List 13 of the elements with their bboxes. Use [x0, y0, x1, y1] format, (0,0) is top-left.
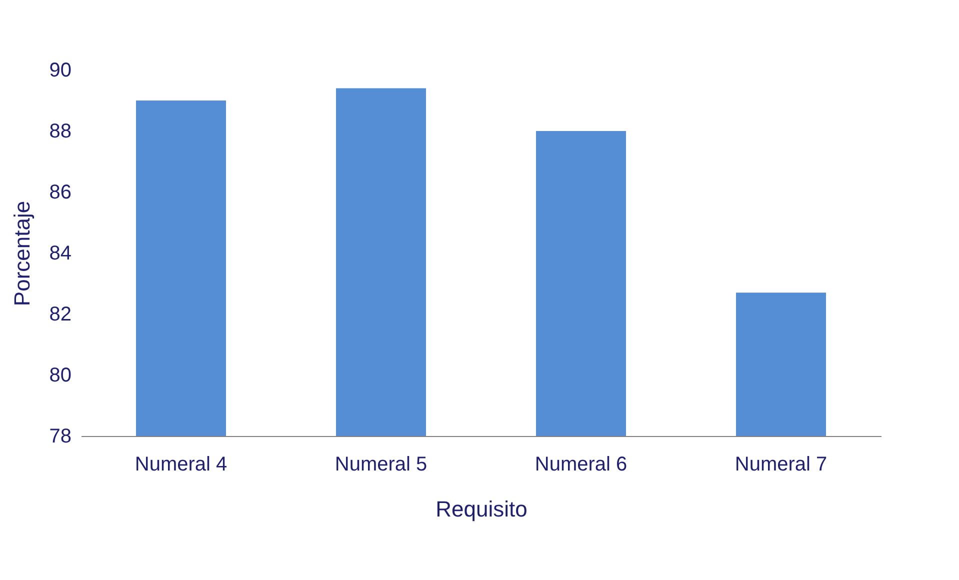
y-tick-label: 80: [49, 364, 72, 386]
y-tick-label: 88: [49, 120, 72, 142]
y-tick-label: 78: [49, 426, 72, 448]
x-tick-label: Numeral 5: [334, 454, 428, 476]
y-tick-label: 84: [49, 242, 72, 264]
x-axis-title: Requisito: [436, 496, 528, 522]
y-tick-label: 82: [49, 304, 72, 326]
x-tick-label: Numeral 6: [534, 454, 628, 476]
y-tick-label: 90: [49, 60, 72, 82]
x-tick-label: Numeral 7: [734, 454, 828, 476]
y-tick-label: 86: [49, 182, 72, 204]
x-tick-label: Numeral 4: [134, 454, 228, 476]
y-axis-title: Porcentaje: [9, 200, 34, 306]
